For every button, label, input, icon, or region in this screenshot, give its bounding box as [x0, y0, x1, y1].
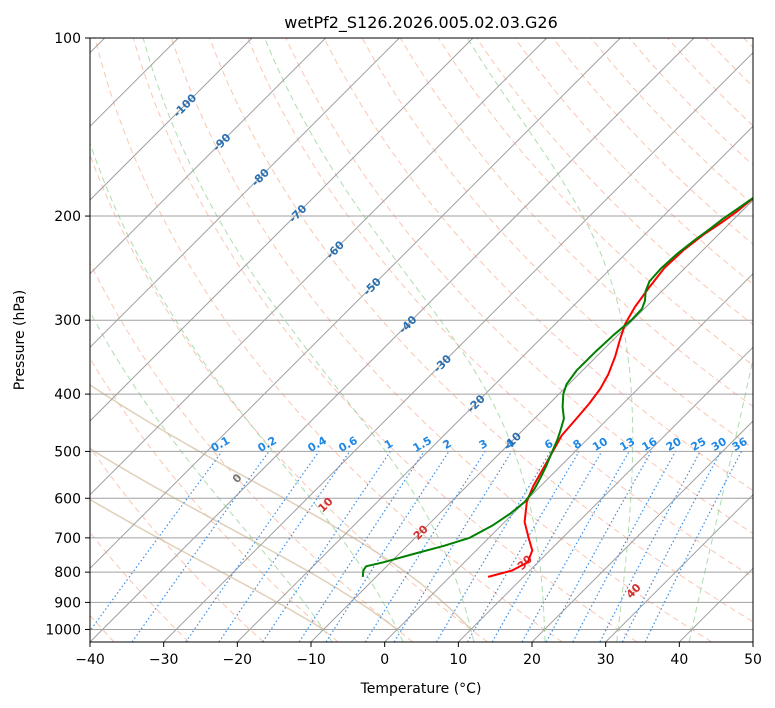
- moist-adiabat-line: [142, 38, 475, 642]
- y-tick-label: 400: [54, 387, 81, 403]
- dry-adiabat-line: [90, 446, 264, 642]
- isotherm-line: [90, 38, 400, 349]
- mixing-ratio-line: [572, 451, 677, 642]
- isotherm-line: [90, 38, 327, 275]
- isotherm-line: [605, 493, 753, 642]
- isotherm-line: [90, 38, 548, 496]
- plot-frame: [89, 37, 754, 643]
- dewpoint-profile-line: [361, 196, 753, 577]
- dry-adiabat-line: [170, 38, 712, 642]
- isotherm-line: [236, 125, 753, 642]
- y-tick-label: 700: [54, 531, 81, 547]
- profile-lines: [361, 196, 753, 578]
- mixing-ratio-line: [90, 451, 223, 632]
- moist-adiabat-line: [90, 141, 404, 642]
- plot-area: [90, 38, 753, 642]
- y-tick-label: 600: [54, 491, 81, 507]
- y-axis: 1000 900 800 700 600 500 400 300 200 100: [45, 31, 90, 638]
- mixing-ratio-line: [545, 451, 652, 642]
- reference-curve: [90, 498, 324, 631]
- isotherm-line: [384, 272, 753, 642]
- y-tick-label: 800: [54, 565, 81, 581]
- x-axis-title: Temperature (°C): [360, 681, 482, 697]
- mixing-ratio-line: [218, 451, 351, 642]
- x-tick-label: −30: [149, 652, 179, 668]
- x-tick-label: 40: [670, 652, 688, 668]
- x-tick-label: −40: [75, 652, 105, 668]
- x-tick-label: 0: [380, 652, 389, 668]
- dry-adiabat-line: [476, 38, 753, 326]
- mixing-ratio-line: [621, 451, 722, 642]
- y-tick-label: 1000: [45, 622, 81, 638]
- y-axis-title: Pressure (hPa): [12, 290, 28, 390]
- reference-curve: [90, 383, 472, 631]
- isotherm-line: [457, 346, 753, 642]
- moist-adiabat-line: [264, 38, 546, 642]
- reference-curve: [90, 447, 398, 631]
- moist-adiabat-line: [90, 311, 333, 642]
- mixing-ratio-line: [298, 451, 425, 642]
- dry-adiabat-line: [514, 38, 753, 285]
- dry-adiabat-line: [90, 261, 414, 642]
- mixing-ratio-line: [262, 451, 391, 642]
- dry-adiabat-line: [209, 38, 753, 623]
- background-lines: [90, 38, 753, 642]
- isotherm-line: [310, 199, 753, 642]
- y-tick-label: 900: [54, 595, 81, 611]
- isotherm-line: [531, 420, 753, 642]
- isotherm-line: [90, 38, 253, 201]
- x-axis: −40 −30 −20 −10 0 10 20 30 40 50: [75, 642, 762, 668]
- isotherm-line: [163, 51, 753, 642]
- y-tick-label: 500: [54, 444, 81, 460]
- isotherm-line: [90, 38, 474, 422]
- mixing-ratio-line: [521, 451, 630, 642]
- y-tick-label: 100: [54, 31, 81, 47]
- isotherm-line: [90, 38, 621, 570]
- x-tick-label: −10: [296, 652, 326, 668]
- mixing-ratio-line: [393, 451, 513, 642]
- x-tick-label: 20: [523, 652, 541, 668]
- moist-adiabat-line: [688, 356, 753, 642]
- y-tick-label: 300: [54, 313, 81, 329]
- mixing-ratio-line: [644, 451, 743, 642]
- x-tick-label: 10: [449, 652, 467, 668]
- chart-title: wetPf2_S126.2026.005.02.03.G26: [284, 13, 558, 33]
- isotherm-line: [90, 38, 695, 642]
- dry-adiabat-line: [285, 38, 753, 535]
- y-tick-label: 200: [54, 209, 81, 225]
- mixing-ratio-line: [131, 451, 270, 642]
- x-tick-label: −20: [223, 652, 253, 668]
- dry-adiabat-line: [323, 38, 753, 492]
- x-tick-label: 50: [744, 652, 762, 668]
- dry-adiabat-line: [247, 38, 753, 578]
- x-tick-label: 30: [597, 652, 615, 668]
- dry-adiabat-line: [90, 357, 339, 642]
- dry-adiabat-line: [94, 38, 563, 642]
- mixing-ratio-line: [185, 451, 320, 642]
- dry-adiabat-line: [132, 38, 638, 642]
